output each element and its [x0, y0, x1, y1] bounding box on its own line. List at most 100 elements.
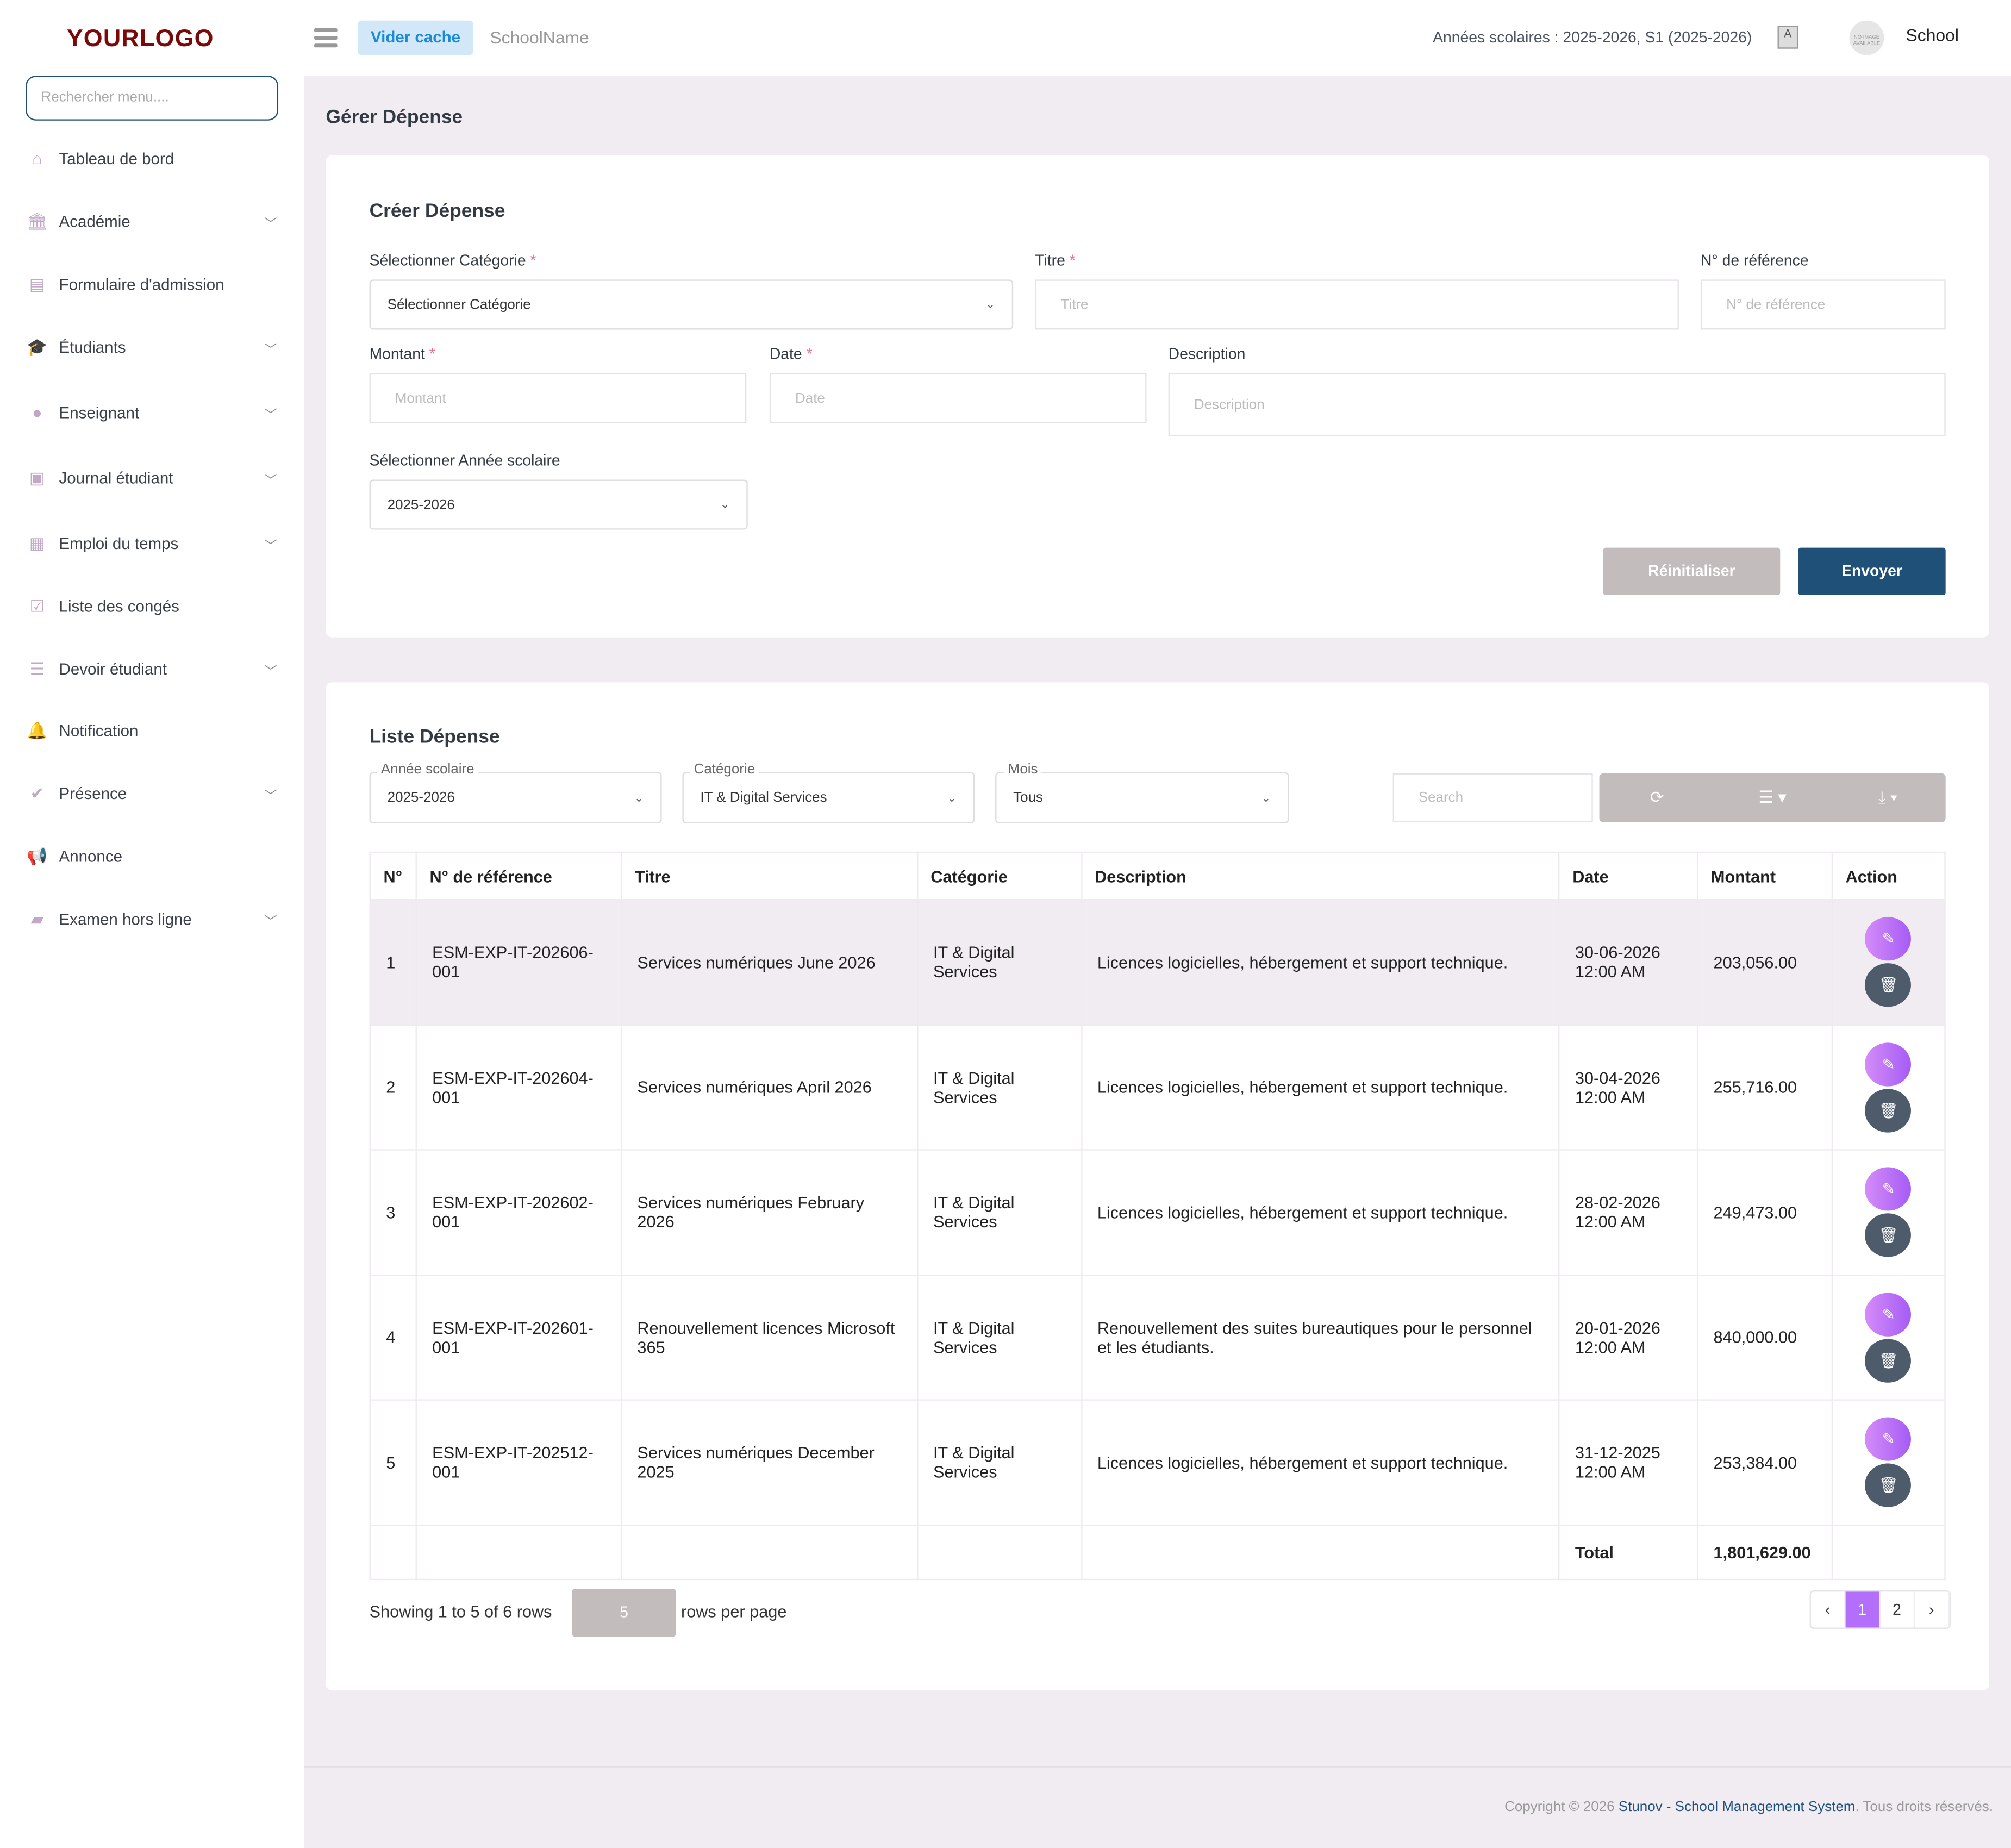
- description-input[interactable]: Description: [1168, 373, 1946, 436]
- page-button[interactable]: 1: [1845, 1591, 1881, 1628]
- sidebar-item[interactable]: 📢 Annonce: [26, 842, 282, 871]
- sidebar-item[interactable]: ▰ Examen hors ligne ﹀: [26, 906, 282, 934]
- total-value: 1,801,629.00: [1696, 1524, 1833, 1579]
- trash-icon[interactable]: 🗑: [1865, 1338, 1912, 1383]
- cell-n: 2: [369, 1024, 417, 1151]
- translate-icon[interactable]: A: [1777, 26, 1798, 49]
- column-header[interactable]: N°: [369, 851, 417, 901]
- footer: Copyright © 2026 Stunov - School Managem…: [304, 1766, 2011, 1848]
- footer-link[interactable]: Stunov - School Management System: [1618, 1799, 1856, 1815]
- cell-ref: ESM-EXP-IT-202512-001: [415, 1399, 622, 1526]
- cell-ref: ESM-EXP-IT-202602-001: [415, 1149, 622, 1276]
- sidebar-item[interactable]: ☑ Liste des congés: [26, 592, 282, 621]
- hamburger-menu-icon[interactable]: [314, 28, 338, 48]
- column-header[interactable]: N° de référence: [415, 851, 622, 901]
- export-download-icon[interactable]: ⤓ ▾: [1878, 787, 1897, 807]
- sidebar-item[interactable]: ▤ Formulaire d'admission: [26, 271, 282, 299]
- trash-icon[interactable]: 🗑: [1865, 1088, 1912, 1133]
- cell-action: ✎ 🗑: [1831, 1399, 1946, 1526]
- sidebar-item[interactable]: ✔ Présence ﹀: [26, 780, 282, 808]
- chevron-down-icon: ⌄: [634, 790, 644, 804]
- cell-date: 30-06-2026 12:00 AM: [1558, 899, 1698, 1026]
- cell-action: ✎ 🗑: [1831, 1024, 1946, 1151]
- trash-icon[interactable]: 🗑: [1865, 1464, 1912, 1508]
- sidebar-item[interactable]: ▦ Emploi du temps ﹀: [26, 530, 282, 558]
- description-label: Description: [1168, 345, 1246, 363]
- column-header[interactable]: Montant: [1696, 851, 1833, 901]
- chevron-down-icon[interactable]: ﹀: [264, 408, 277, 423]
- ref-input[interactable]: N° de référence: [1700, 279, 1946, 330]
- page-button[interactable]: ‹: [1811, 1591, 1846, 1628]
- home-icon: ⌂: [32, 148, 42, 168]
- sidebar-item[interactable]: 🔔 Notification: [26, 717, 282, 745]
- page-size-select[interactable]: 5: [572, 1589, 676, 1637]
- refresh-icon[interactable]: ⟳: [1650, 787, 1664, 807]
- cell-titre: Services numériques February 2026: [620, 1149, 918, 1276]
- year-select[interactable]: 2025-2026 ⌄: [369, 479, 748, 530]
- sidebar-item[interactable]: 🎓 Étudiants ﹀: [26, 334, 282, 362]
- category-select[interactable]: Sélectionner Catégorie ⌄: [369, 279, 1014, 330]
- academic-years: Années scolaires : 2025-2026, S1 (2025-2…: [1433, 28, 1752, 46]
- page-button[interactable]: ›: [1915, 1591, 1950, 1628]
- table-row: 1 ESM-EXP-IT-202606-001 Services numérique…: [369, 899, 1946, 1026]
- trash-icon[interactable]: 🗑: [1865, 963, 1912, 1007]
- avatar[interactable]: NO IMAGE AVAILABLE: [1849, 20, 1884, 55]
- sidebar-item-label: Journal étudiant: [59, 469, 173, 488]
- trash-icon[interactable]: 🗑: [1865, 1213, 1912, 1258]
- user-name[interactable]: School: [1906, 26, 1959, 45]
- column-header[interactable]: Catégorie: [916, 851, 1082, 901]
- chevron-down-icon[interactable]: ﹀: [264, 343, 277, 358]
- cell-action: ✎ 🗑: [1831, 1149, 1946, 1276]
- clear-cache-button[interactable]: Vider cache: [358, 20, 473, 55]
- cell-cat: IT & Digital Services: [916, 1399, 1082, 1526]
- date-label: Date *: [769, 345, 813, 363]
- chevron-down-icon[interactable]: ﹀: [264, 915, 277, 929]
- cell-titre: Renouvellement licences Microsoft 365: [620, 1274, 918, 1401]
- chevron-down-icon[interactable]: ﹀: [264, 473, 277, 488]
- rows-per-page-text: rows per page: [681, 1602, 787, 1621]
- date-input[interactable]: Date: [769, 373, 1147, 423]
- sidebar-item-label: Annonce: [59, 847, 123, 866]
- column-header[interactable]: Action: [1831, 851, 1946, 901]
- edit-icon[interactable]: ✎: [1865, 1292, 1912, 1337]
- user-icon: ●: [32, 402, 42, 422]
- sidebar-item[interactable]: ▣ Journal étudiant ﹀: [26, 464, 282, 492]
- chevron-down-icon[interactable]: ﹀: [264, 217, 277, 232]
- table-row: 3 ESM-EXP-IT-202602-001 Services numérique…: [369, 1149, 1946, 1276]
- cell-action: ✎ 🗑: [1831, 899, 1946, 1026]
- filter-category-select[interactable]: IT & Digital Services ⌄: [682, 772, 975, 823]
- cell-montant: 253,384.00: [1696, 1399, 1833, 1526]
- chevron-down-icon[interactable]: ﹀: [264, 789, 277, 804]
- edit-icon[interactable]: ✎: [1865, 917, 1912, 962]
- sidebar-item[interactable]: ☰ Devoir étudiant ﹀: [26, 655, 282, 684]
- sidebar-item[interactable]: ● Enseignant ﹀: [26, 399, 282, 427]
- column-header[interactable]: Titre: [620, 851, 918, 901]
- filter-year-select[interactable]: 2025-2026 ⌄: [369, 772, 662, 823]
- page-button[interactable]: 2: [1880, 1591, 1915, 1628]
- cell-ref: ESM-EXP-IT-202601-001: [415, 1274, 622, 1401]
- column-header[interactable]: Date: [1558, 851, 1698, 901]
- cell-n: 4: [369, 1274, 417, 1401]
- table-search-input[interactable]: Search: [1392, 773, 1593, 822]
- logo[interactable]: YOURLOGO: [67, 26, 214, 54]
- menu-search-input[interactable]: Rechercher menu....: [26, 76, 279, 121]
- montant-input[interactable]: Montant: [369, 373, 747, 423]
- submit-button[interactable]: Envoyer: [1798, 547, 1946, 595]
- edit-icon[interactable]: ✎: [1865, 1418, 1912, 1462]
- cell-date: 31-12-2025 12:00 AM: [1558, 1399, 1698, 1526]
- filter-month-select[interactable]: Tous ⌄: [995, 772, 1289, 823]
- column-header[interactable]: Description: [1081, 851, 1560, 901]
- chevron-down-icon[interactable]: ﹀: [264, 539, 277, 554]
- expense-table: N° N° de référence Titre Catégorie Descripti…: [369, 851, 1946, 1579]
- edit-icon[interactable]: ✎: [1865, 1167, 1912, 1212]
- reset-button[interactable]: Réinitialiser: [1603, 547, 1781, 595]
- bank-icon: 🏛: [26, 211, 48, 231]
- sidebar: YOURLOGO Rechercher menu.... ⌂ Tableau de…: [0, 0, 304, 1848]
- sidebar-item-label: Notification: [59, 722, 139, 740]
- sidebar-item[interactable]: ⌂ Tableau de bord: [26, 145, 282, 173]
- chevron-down-icon[interactable]: ﹀: [264, 665, 277, 679]
- edit-icon[interactable]: ✎: [1865, 1042, 1912, 1087]
- titre-input[interactable]: Titre: [1035, 279, 1679, 330]
- columns-toggle-icon[interactable]: ☰ ▾: [1758, 787, 1787, 807]
- sidebar-item[interactable]: 🏛 Académie ﹀: [26, 208, 282, 236]
